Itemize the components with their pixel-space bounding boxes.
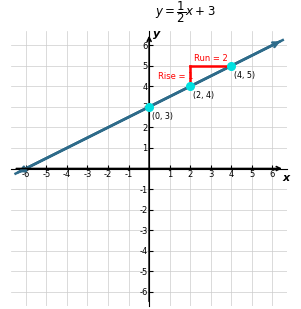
Text: $y = \dfrac{1}{2}x + 3$: $y = \dfrac{1}{2}x + 3$	[155, 0, 215, 25]
Text: (2, 4): (2, 4)	[193, 91, 214, 100]
Text: (4, 5): (4, 5)	[234, 71, 255, 80]
Text: Rise = 1: Rise = 1	[158, 71, 194, 81]
Text: x: x	[282, 173, 289, 183]
Text: y: y	[153, 29, 160, 39]
Text: (0, 3): (0, 3)	[152, 112, 172, 121]
Text: Run = 2: Run = 2	[194, 54, 228, 63]
